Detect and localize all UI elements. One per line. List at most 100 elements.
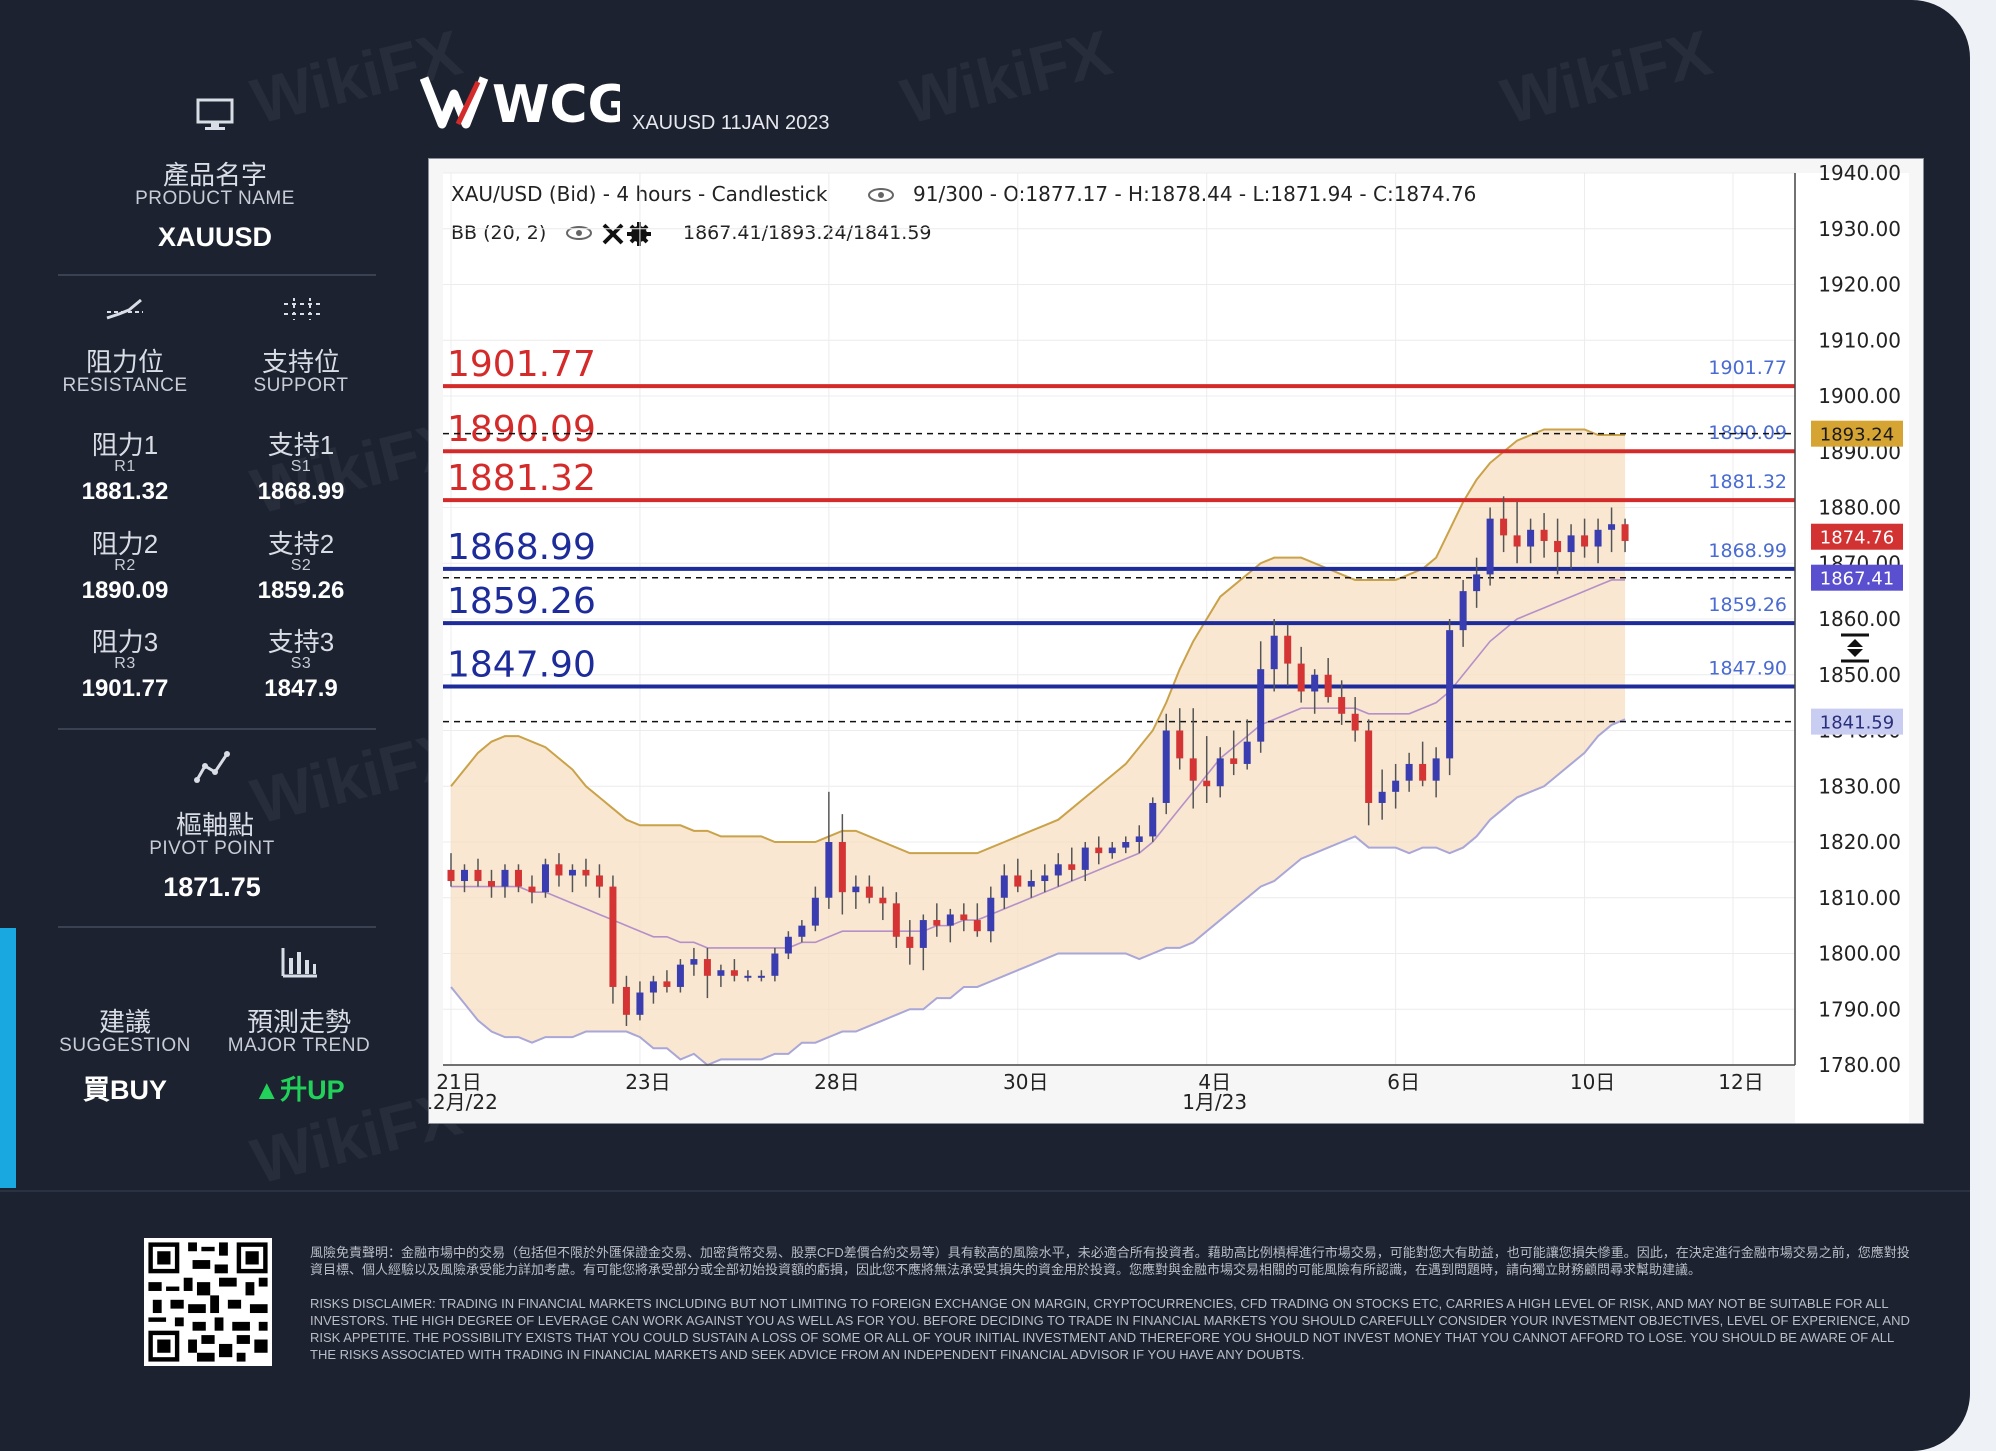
level-label: 1890.09 <box>447 409 596 450</box>
candle-body <box>892 903 900 937</box>
candle-body <box>649 981 657 993</box>
candle-body <box>1189 758 1197 781</box>
candle-body <box>622 986 630 1015</box>
sr-levels: 1901.77 1901.77 1890.09 1890.09 1881.32 1881.… <box>443 344 1795 723</box>
disclaimer-en: RISKS DISCLAIMER: TRADING IN FINANCIAL M… <box>310 1296 1910 1362</box>
x-tick-label: 23日 <box>625 1070 670 1094</box>
candle-body <box>663 981 671 987</box>
candle-body <box>1068 864 1076 870</box>
trend-label-zh: 預測走勢 <box>246 1007 351 1037</box>
r2-label-en: R2 <box>114 557 136 574</box>
candle-body <box>568 869 576 876</box>
level-label-right: 1859.26 <box>1708 594 1787 616</box>
trend-value: ▲升UP <box>253 1075 345 1105</box>
candle-body <box>1311 674 1319 692</box>
bar-chart-icon <box>280 946 320 978</box>
close-icon[interactable] <box>602 223 624 245</box>
x-tick-label: 21日 <box>436 1070 481 1094</box>
ohlc-readout: 91/300 - O:1877.17 - H:1878.44 - L:1871.… <box>913 182 1476 206</box>
x-tick-sublabel: 12月/22 <box>429 1090 498 1114</box>
divider <box>58 926 376 928</box>
y-tick-label: 1830.00 <box>1818 774 1901 798</box>
candle-body <box>1108 847 1116 854</box>
scale-toggle-icon[interactable] <box>1837 631 1873 665</box>
candle-body <box>1216 758 1224 787</box>
y-tick-label: 1820.00 <box>1818 830 1901 854</box>
y-tick-label: 1810.00 <box>1818 886 1901 910</box>
resistance-label-zh: 阻力位 <box>85 347 164 377</box>
candle-body <box>852 886 860 893</box>
level-label: 1881.32 <box>447 458 596 499</box>
candle-body <box>1419 763 1427 781</box>
bb-lower-line <box>450 718 1626 1067</box>
candle-body <box>582 869 590 876</box>
x-tick-label: 30日 <box>1003 1070 1048 1094</box>
candle-body <box>973 920 981 932</box>
y-tick-label: 1920.00 <box>1818 273 1901 297</box>
r3-label-en: R3 <box>114 655 136 672</box>
candle-body <box>919 920 927 948</box>
y-tick-label: 1860.00 <box>1818 607 1901 631</box>
candle-body <box>744 975 752 978</box>
candle-body <box>555 864 563 876</box>
candle-body <box>1243 741 1251 764</box>
candle-body <box>730 970 738 976</box>
candle-body <box>757 975 765 978</box>
disclaimer-zh: 風險免責聲明：金融市場中的交易（包括但不限於外匯保證金交易、加密貨幣交易、股票C… <box>310 1245 1910 1277</box>
r3-value: 1901.77 <box>81 675 169 702</box>
s1-label-zh: 支持1 <box>267 430 335 460</box>
r3-label-zh: 阻力3 <box>91 627 159 657</box>
candle-body <box>1297 663 1305 692</box>
candle-body <box>987 897 995 932</box>
r1-label-zh: 阻力1 <box>91 430 159 460</box>
candle-body <box>1500 518 1508 536</box>
price-tag <box>1811 523 1903 550</box>
brand-logo: WCG <box>419 72 630 135</box>
eye-icon[interactable] <box>868 188 894 202</box>
candle-body <box>1527 529 1535 547</box>
candle-body <box>1041 875 1049 882</box>
candle-body <box>541 864 549 893</box>
candle-body <box>960 914 968 921</box>
y-tick-label: 1850.00 <box>1818 663 1901 687</box>
bb-fill <box>451 429 1626 1065</box>
candle-body <box>1284 635 1292 664</box>
chart-panel: XAU/USD (Bid) - 4 hours - Candlestick 91… <box>428 158 1924 1124</box>
y-tick-label: 1930.00 <box>1818 217 1901 241</box>
y-tick-label: 1940.00 <box>1818 161 1901 185</box>
candle-body <box>1135 836 1143 842</box>
resistance-label-en: RESISTANCE <box>62 375 188 396</box>
support-label-en: SUPPORT <box>253 375 349 396</box>
candle-body <box>1027 881 1035 887</box>
candle-body <box>1338 697 1346 714</box>
eye-icon[interactable] <box>566 226 592 240</box>
qr-code-icon[interactable] <box>144 1238 272 1366</box>
gear-icon[interactable] <box>627 222 651 246</box>
candle-body <box>609 886 617 987</box>
candle-body <box>636 992 644 1015</box>
candlestick-chart: XAU/USD (Bid) - 4 hours - Candlestick 91… <box>429 161 1909 1123</box>
candle-body <box>595 875 603 887</box>
candle-body <box>1459 591 1467 631</box>
accent-strip <box>0 928 16 1188</box>
candle-body <box>1594 529 1602 547</box>
candle-body <box>1608 524 1616 530</box>
resistance-icon <box>105 296 145 322</box>
candle-body <box>1203 780 1211 787</box>
candles <box>447 496 1629 1026</box>
price-tag-label: 1867.41 <box>1820 569 1894 590</box>
y-tick-label: 1910.00 <box>1818 328 1901 352</box>
r2-value: 1890.09 <box>81 577 169 604</box>
suggestion-value: 買BUY <box>82 1075 167 1105</box>
candle-body <box>1149 802 1157 837</box>
x-tick-label: 12日 <box>1718 1070 1763 1094</box>
product-value: XAUUSD <box>157 222 272 252</box>
candle-body <box>1176 730 1184 759</box>
candle-body <box>784 936 792 954</box>
s3-label-en: S3 <box>290 655 312 672</box>
candle-body <box>1014 875 1022 887</box>
s3-label-zh: 支持3 <box>267 627 335 657</box>
divider <box>58 728 376 730</box>
candle-body <box>1554 540 1562 553</box>
